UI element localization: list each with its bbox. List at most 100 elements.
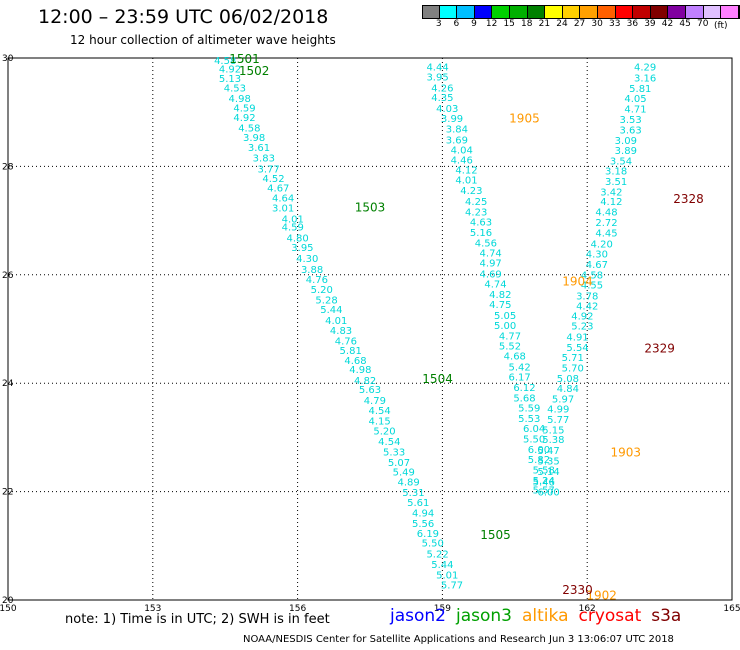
wave-height-point: 6.19: [417, 529, 439, 540]
wave-height-point: 4.75: [489, 300, 511, 311]
wave-height-point: 5.59: [518, 404, 540, 415]
legend-swatch: [492, 5, 510, 19]
wave-height-point: 4.68: [504, 352, 526, 363]
pass-label: 2329: [644, 342, 675, 356]
wave-height-point: 4.58: [238, 123, 260, 134]
pass-label: 2330: [562, 583, 593, 597]
pass-label: 1505: [480, 528, 511, 542]
wave-height-point: 4.58: [581, 270, 603, 281]
x-tick-label: 156: [289, 604, 306, 614]
legend-tick: 9: [471, 19, 477, 29]
wave-height-point: 4.82: [489, 290, 511, 301]
wave-height-point: 5.52: [499, 341, 521, 352]
legend-tick: 30: [591, 19, 603, 29]
wave-height-point: 5.82: [528, 455, 550, 466]
wave-height-point: 3.01: [272, 204, 294, 215]
satellite-legend: jason2 jason3 altika cryosat s3a: [390, 606, 691, 626]
wave-height-point: 5.05: [494, 311, 516, 322]
wave-height-point: 5.71: [562, 353, 584, 364]
color-legend: 3 6 9 12 15 18 21 24 27 30 33 36 39 42 45 70 (ft): [422, 5, 740, 31]
wave-height-point: 4.53: [224, 83, 246, 94]
legend-tick: 42: [661, 19, 674, 29]
wave-height-point: 5.16: [470, 228, 492, 239]
y-tick-label: 30: [2, 54, 14, 64]
wave-height-point: 4.46: [451, 155, 473, 166]
wave-height-point: 4.97: [480, 258, 502, 269]
wave-height-point: 4.92: [219, 64, 241, 75]
wave-height-point: 4.71: [624, 104, 646, 115]
pass-label: 1905: [509, 112, 540, 126]
wave-height-point: 3.18: [605, 167, 627, 178]
legend-swatch: [721, 5, 739, 19]
legend-tick: 36: [626, 19, 639, 29]
wave-height-point: 6.12: [513, 383, 535, 394]
wave-height-point: 5.44: [320, 305, 342, 316]
wave-height-point: 4.42: [576, 302, 598, 313]
wave-height-point: 5.01: [436, 571, 458, 582]
wave-height-point: 5.31: [402, 488, 424, 499]
legend-tick: 33: [609, 19, 621, 29]
legend-tick: 3: [435, 19, 442, 29]
wave-height-point: 5.24: [533, 476, 555, 487]
wave-height-point: 4.69: [480, 270, 502, 281]
wave-height-point: 4.59: [233, 103, 255, 114]
legend-ticks: 3 6 9 12 15 18 21 24 27 30 33 36 39 42 45 70: [430, 19, 740, 29]
legend-swatch: [545, 5, 563, 19]
wave-height-point: 5.81: [629, 84, 651, 95]
wave-height-point: 2.72: [595, 218, 617, 229]
wave-height-point: 5.50: [523, 434, 545, 445]
wave-height-point: 5.61: [407, 498, 429, 509]
wave-height-point: 3.84: [446, 124, 468, 135]
pass-label: 1902: [586, 589, 617, 603]
wave-height-point: 4.67: [586, 260, 608, 271]
legend-unit: (ft): [714, 21, 728, 31]
wave-height-point: 3.69: [446, 135, 468, 146]
wave-height-point: 5.33: [383, 447, 405, 458]
wave-height-point: 4.04: [451, 146, 473, 157]
wave-height-point: 4.63: [470, 218, 492, 229]
wave-height-point: 4.01: [282, 214, 304, 225]
wave-height-point: 4.55: [581, 281, 603, 292]
wave-height-point: 4.54: [369, 406, 391, 417]
legend-tick: 70: [696, 19, 709, 29]
wave-height-point: 5.20: [311, 285, 333, 296]
legend-tick: 15: [503, 19, 515, 29]
legend-swatch: [703, 5, 722, 19]
wave-height-point: 5.28: [315, 296, 337, 307]
wave-height-point: 3.95: [291, 243, 313, 254]
wave-height-point: 5.77: [547, 415, 569, 426]
legend-swatch: [439, 5, 458, 19]
wave-height-point: 5.63: [359, 385, 381, 396]
wave-height-point: 3.95: [426, 72, 448, 83]
wave-height-point: 5.58: [533, 465, 555, 476]
wave-height-point: 4.01: [455, 175, 477, 186]
legend-swatch: [422, 5, 440, 19]
wave-height-point: 5.44: [431, 560, 453, 571]
satellite-s3a: s3a: [651, 606, 682, 626]
wave-height-point: 4.82: [354, 376, 376, 387]
wave-height-point: 4.12: [600, 197, 622, 208]
y-tick-label: 22: [2, 488, 13, 498]
wave-height-point: 5.08: [557, 374, 579, 385]
plot-frame: [7, 57, 733, 601]
wave-height-point: 5.23: [571, 322, 593, 333]
satellite-jason3: jason3: [456, 606, 512, 626]
wave-height-point: 5.07: [388, 458, 410, 469]
wave-height-point: 4.59: [282, 223, 304, 234]
wave-height-point: 4.25: [465, 197, 487, 208]
wave-height-point: 4.74: [480, 249, 502, 260]
wave-height-point: 6.17: [508, 373, 530, 384]
wave-height-point: 5.42: [508, 362, 530, 373]
wave-height-point: 4.29: [634, 63, 656, 74]
x-tick-label: 165: [723, 604, 740, 614]
wave-height-point: 3.78: [576, 291, 598, 302]
pass-label: 1501: [229, 52, 260, 66]
legend-swatch: [633, 5, 651, 19]
wave-height-point: 4.23: [465, 207, 487, 218]
wave-height-point: 5.56: [412, 519, 434, 530]
x-tick-label: 162: [579, 604, 596, 614]
wave-height-point: 4.64: [272, 193, 294, 204]
legend-swatch: [738, 5, 740, 19]
pass-label: 1904: [562, 274, 593, 288]
